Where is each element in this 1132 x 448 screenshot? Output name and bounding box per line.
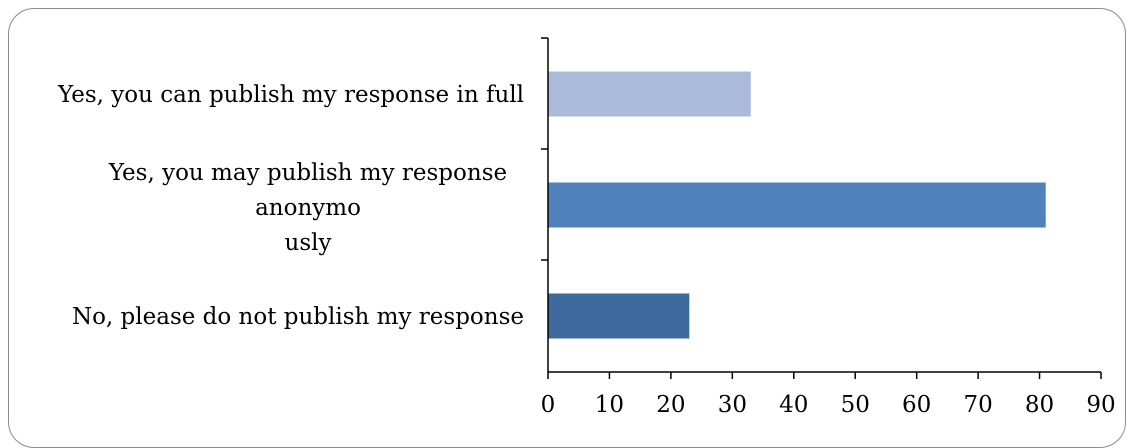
x-tick-label: 50 xyxy=(841,392,870,418)
x-tick-label: 90 xyxy=(1086,392,1115,418)
category-label: No, please do not publish my response xyxy=(72,304,524,330)
category-label: usly xyxy=(285,230,332,256)
x-tick-label: 20 xyxy=(656,392,685,418)
x-tick-label: 0 xyxy=(541,392,556,418)
category-label: Yes, you can publish my response in full xyxy=(57,82,524,108)
bar-chart: 0 10 20 30 40 50 60 70 80 90 Yes, you can publish … xyxy=(57,37,1116,418)
x-tick-label: 40 xyxy=(779,392,808,418)
x-tick-label: 60 xyxy=(902,392,931,418)
x-tick-label: 30 xyxy=(718,392,747,418)
x-tick-label: 10 xyxy=(595,392,624,418)
bar-2 xyxy=(548,182,1046,228)
category-label: anonymo xyxy=(255,195,361,221)
x-tick-label: 80 xyxy=(1025,392,1054,418)
x-tick-label: 70 xyxy=(963,392,992,418)
category-label: Yes, you may publish my response xyxy=(108,160,507,186)
bar-3 xyxy=(548,293,690,339)
bar-1 xyxy=(548,71,751,117)
